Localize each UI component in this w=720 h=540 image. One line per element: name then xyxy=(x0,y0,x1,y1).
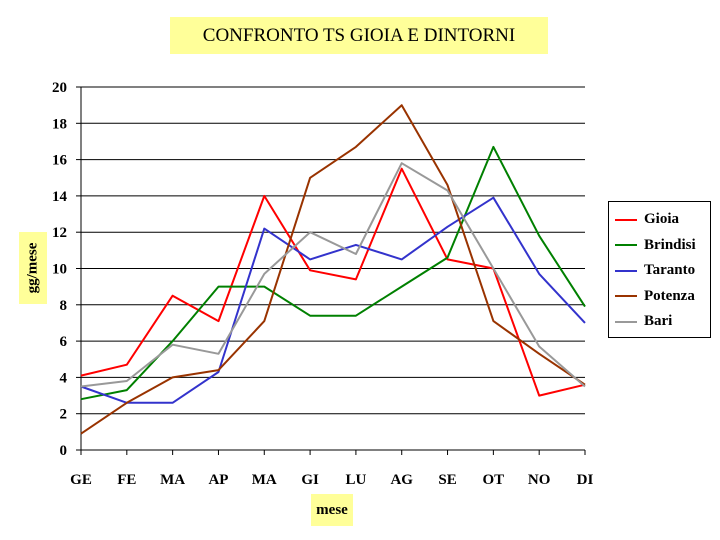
legend-item-brindisi: Brindisi xyxy=(609,233,710,259)
x-tick-label: MA xyxy=(252,472,277,488)
y-tick-label: 18 xyxy=(52,116,67,132)
series-line-potenza xyxy=(80,104,586,435)
chart-title: CONFRONTO TS GIOIA E DINTORNI xyxy=(170,17,548,54)
legend-swatch xyxy=(615,269,637,272)
x-tick-label: FE xyxy=(117,472,136,488)
gridlines xyxy=(81,86,585,415)
x-tick-label: LU xyxy=(345,472,366,488)
legend: Gioia Brindisi Taranto Potenza Bari xyxy=(608,201,711,338)
y-tick-label: 20 xyxy=(52,80,67,96)
x-axis-label: mese xyxy=(311,494,353,526)
x-tick-label: GI xyxy=(301,472,319,488)
series-line-taranto xyxy=(80,196,586,404)
x-tick-label: GE xyxy=(70,472,92,488)
axes xyxy=(76,86,586,455)
series-line-gioia xyxy=(80,167,586,397)
y-tick-labels: 0 2 4 6 8 10 12 14 16 18 20 xyxy=(52,80,68,459)
x-tick-labels: GE FE MA AP MA GI LU AG SE OT NO DI xyxy=(70,472,593,488)
legend-item-potenza: Potenza xyxy=(609,284,710,310)
x-tick-label: OT xyxy=(483,472,505,488)
series-line-bari xyxy=(80,162,586,388)
legend-swatch xyxy=(615,244,637,247)
legend-item-gioia: Gioia xyxy=(609,207,710,233)
y-axis-label: gg/mese xyxy=(19,232,47,304)
legend-label: Brindisi xyxy=(644,236,696,253)
y-tick-label: 10 xyxy=(52,262,67,278)
legend-label: Gioia xyxy=(644,211,680,228)
y-tick-label: 0 xyxy=(60,443,68,459)
y-tick-label: 16 xyxy=(52,153,68,169)
series-line-brindisi xyxy=(80,145,586,401)
y-axis-label-text: gg/mese xyxy=(24,242,41,294)
y-tick-label: 2 xyxy=(60,407,68,423)
series-lines xyxy=(80,104,586,435)
y-tick-label: 12 xyxy=(52,225,67,241)
legend-label: Taranto xyxy=(644,262,696,279)
legend-item-bari: Bari xyxy=(609,309,710,335)
x-tick-label: NO xyxy=(528,472,551,488)
y-tick-label: 8 xyxy=(60,298,68,314)
legend-label: Potenza xyxy=(644,287,695,304)
x-tick-label: DI xyxy=(577,472,594,488)
x-tick-label: MA xyxy=(160,472,185,488)
legend-swatch xyxy=(615,320,637,323)
x-tick-label: AG xyxy=(390,472,413,488)
y-tick-label: 6 xyxy=(60,334,68,350)
x-tick-label: SE xyxy=(438,472,456,488)
y-tick-label: 14 xyxy=(52,189,68,205)
legend-swatch xyxy=(615,295,637,298)
legend-swatch xyxy=(615,218,637,221)
y-tick-label: 4 xyxy=(60,370,68,386)
x-tick-label: AP xyxy=(208,472,228,488)
legend-label: Bari xyxy=(644,313,673,330)
legend-item-taranto: Taranto xyxy=(609,258,710,284)
